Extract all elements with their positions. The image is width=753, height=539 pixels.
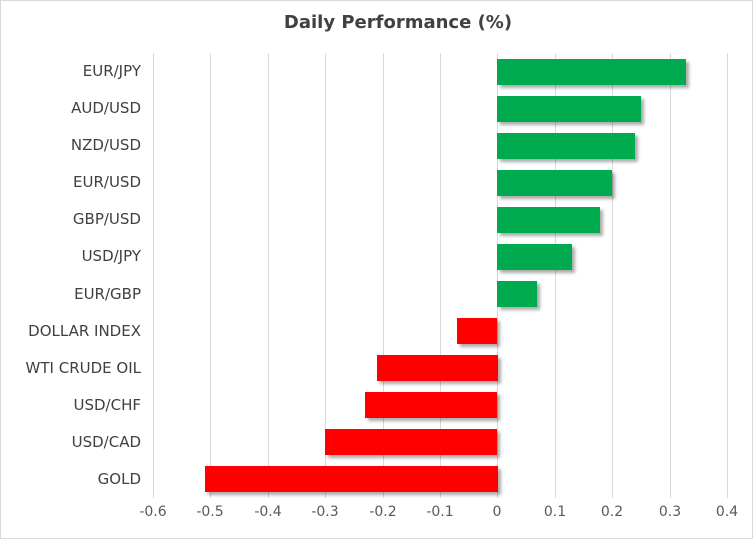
gridline: [383, 53, 384, 498]
category-label: GOLD: [97, 470, 141, 488]
bar-usd-cad: [325, 429, 497, 455]
x-tick-label: -0.2: [369, 504, 397, 520]
plot-area: [153, 53, 728, 498]
gridline: [153, 53, 154, 498]
category-label: USD/CAD: [71, 433, 141, 451]
bar-eur-gbp: [497, 281, 537, 307]
bar-gbp-usd: [497, 207, 600, 233]
category-label: EUR/GBP: [74, 285, 141, 303]
x-tick-label: 0.4: [715, 504, 739, 520]
gridline: [555, 53, 556, 498]
x-tick-label: -0.1: [426, 504, 454, 520]
bar-gold: [205, 466, 498, 492]
bar-nzd-usd: [497, 133, 635, 159]
gridline: [268, 53, 269, 498]
bar-eur-usd: [497, 170, 612, 196]
category-label: NZD/USD: [70, 136, 141, 154]
bar-aud-usd: [497, 96, 641, 122]
chart-title: Daily Performance (%): [283, 12, 513, 33]
gridline: [210, 53, 211, 498]
bar-eur-jpy: [497, 59, 686, 85]
gridline: [497, 53, 498, 498]
x-tick-label: 0: [492, 504, 502, 520]
gridline: [612, 53, 613, 498]
x-tick-label: -0.4: [254, 504, 282, 520]
bar-usd-chf: [365, 392, 497, 418]
gridline: [440, 53, 441, 498]
category-label: USD/JPY: [81, 247, 141, 265]
x-tick-label: 0.2: [600, 504, 624, 520]
gridline: [325, 53, 326, 498]
x-tick-label: 0.3: [658, 504, 682, 520]
x-tick-label: 0.1: [543, 504, 567, 520]
x-tick-label: -0.6: [139, 504, 167, 520]
gridline: [727, 53, 728, 498]
gridline: [670, 53, 671, 498]
bar-dollar-index: [457, 318, 497, 344]
category-label: DOLLAR INDEX: [28, 322, 141, 340]
category-label: WTI CRUDE OIL: [25, 359, 141, 377]
category-label: EUR/USD: [73, 173, 141, 191]
category-label: GBP/USD: [72, 210, 141, 228]
x-tick-label: -0.5: [196, 504, 224, 520]
bar-wti-crude-oil: [377, 355, 498, 381]
x-tick-label: -0.3: [311, 504, 339, 520]
category-label: EUR/JPY: [82, 62, 141, 80]
category-label: AUD/USD: [71, 99, 141, 117]
category-label: USD/CHF: [73, 396, 142, 414]
bar-usd-jpy: [497, 244, 572, 270]
